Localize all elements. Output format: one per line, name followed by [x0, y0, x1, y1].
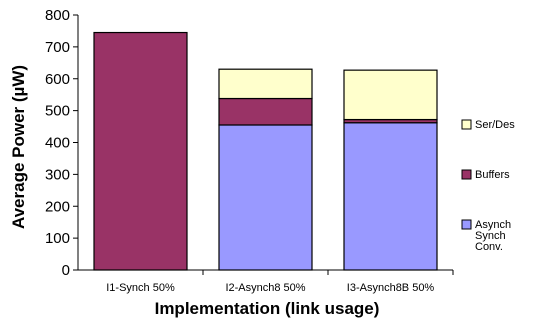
- bar-segment: [218, 68, 313, 100]
- y-tick-label: 700: [45, 39, 70, 56]
- x-tick-label: I3-Asynch8B 50%: [347, 282, 435, 294]
- y-tick-label: 300: [45, 166, 70, 183]
- plot-area: [77, 15, 453, 271]
- bar-segment: [343, 69, 438, 121]
- y-tick-label: 200: [45, 198, 70, 215]
- legend-label: Asynch Synch Conv.: [475, 219, 511, 253]
- legend-swatch: [461, 119, 472, 130]
- legend-swatch: [461, 219, 472, 230]
- y-tick-label: 400: [45, 135, 70, 152]
- x-axis-ticks: I1-Synch 50% I2-Asynch8 50% I3-Asynch8B 50…: [106, 270, 454, 294]
- y-axis-title: Average Power (µW): [9, 65, 28, 229]
- legend-swatch: [461, 169, 472, 180]
- y-tick-label: 0: [62, 262, 70, 279]
- bar-segment: [218, 124, 313, 271]
- y-tick-label: 500: [45, 103, 70, 120]
- x-tick-label: I1-Synch 50%: [106, 282, 175, 294]
- legend: Ser/Des Buffers Asynch Synch Conv.: [461, 119, 515, 253]
- x-axis-title: Implementation (link usage): [155, 299, 380, 318]
- y-tick-label: 800: [45, 7, 70, 24]
- y-tick-label: 100: [45, 230, 70, 247]
- bar-segment: [343, 122, 438, 271]
- y-tick-label: 600: [45, 71, 70, 88]
- legend-label: Ser/Des: [475, 119, 515, 131]
- x-tick-label: I2-Asynch8 50%: [225, 282, 305, 294]
- bar-segment: [218, 97, 313, 126]
- y-axis-ticks: 0 100 200 300 400 500 600 700 800: [45, 7, 78, 279]
- legend-label: Buffers: [475, 169, 510, 181]
- bar-segment: [93, 31, 188, 271]
